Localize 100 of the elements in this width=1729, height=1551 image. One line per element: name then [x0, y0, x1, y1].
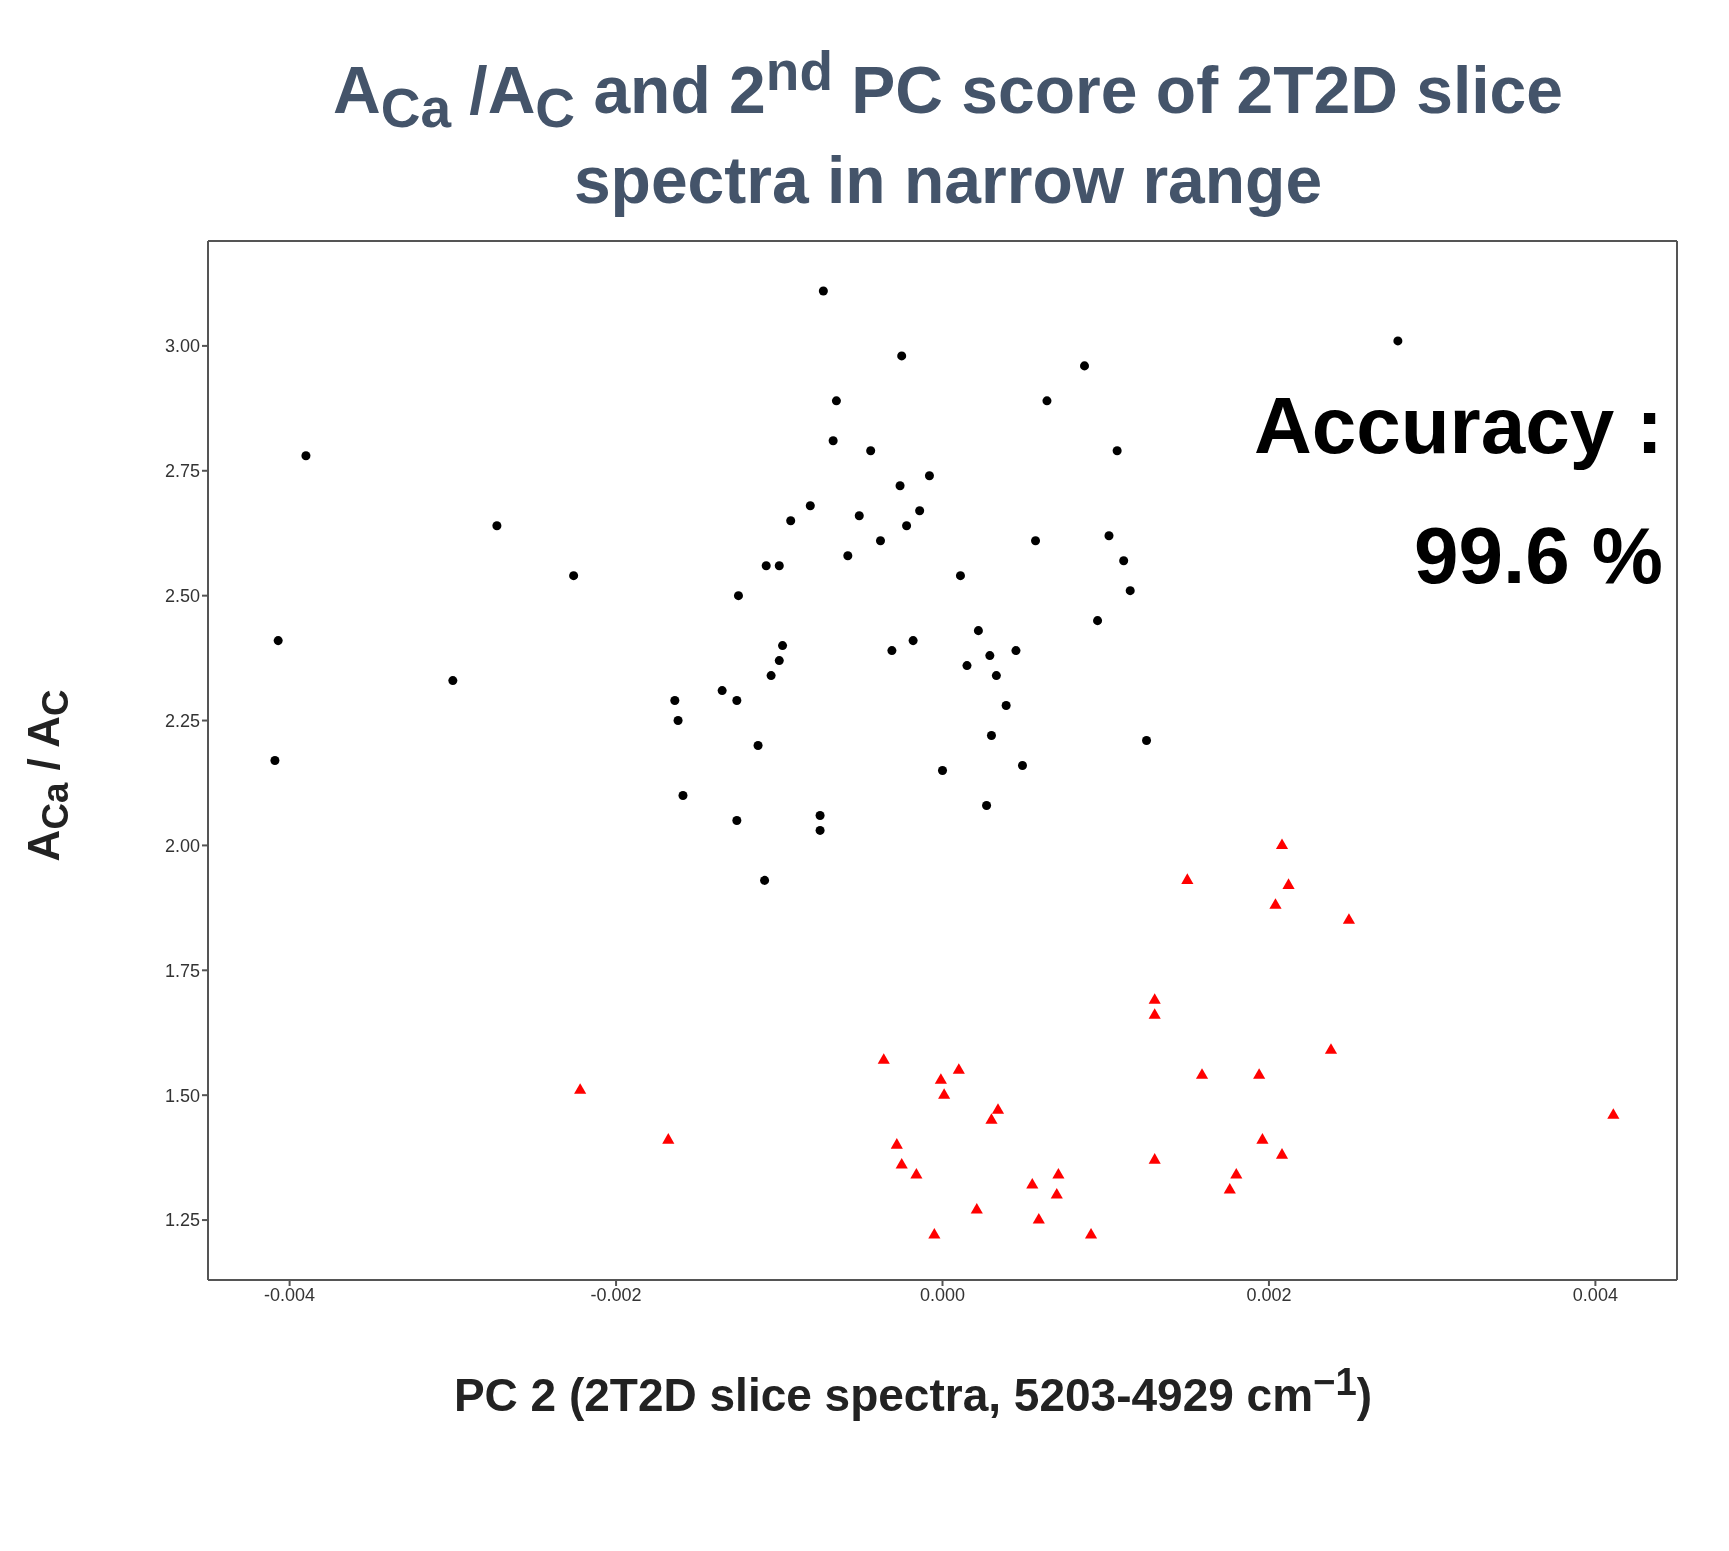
- point: [678, 791, 688, 801]
- point: [1148, 1153, 1161, 1164]
- point: [854, 511, 864, 521]
- point: [732, 816, 742, 826]
- x-tick-label: 0.000: [919, 1285, 966, 1306]
- point: [662, 1133, 675, 1145]
- y-tick-label: 1.50: [164, 1085, 200, 1106]
- point: [831, 396, 841, 406]
- y-tick-label: 2.25: [164, 711, 200, 732]
- point: [973, 626, 983, 636]
- point: [890, 1138, 903, 1150]
- point: [760, 876, 770, 886]
- point: [1148, 993, 1161, 1005]
- point: [1119, 556, 1129, 566]
- point: [1026, 1178, 1039, 1189]
- point: [1032, 1213, 1045, 1224]
- point: [1142, 736, 1152, 746]
- point: [1275, 1148, 1289, 1160]
- x-tick-label: 0.004: [1572, 1285, 1618, 1306]
- point: [985, 1113, 998, 1125]
- point: [774, 561, 784, 571]
- point: [1052, 1168, 1065, 1179]
- point: [1042, 396, 1052, 406]
- x-axis-title: PC 2 (2T2D slice spectra, 5203-4929 cm$^{−1}$): [452, 1360, 1374, 1423]
- point: [761, 561, 771, 571]
- point: [1275, 838, 1289, 850]
- point: [1011, 646, 1021, 656]
- point: [1230, 1168, 1243, 1179]
- y-tick-label: 1.75: [164, 961, 200, 982]
- point: [934, 1073, 947, 1085]
- point: [962, 661, 972, 671]
- point: [985, 651, 995, 661]
- point: [902, 521, 912, 531]
- point: [569, 571, 579, 581]
- point: [887, 646, 897, 656]
- point: [753, 741, 763, 751]
- point: [1017, 761, 1027, 771]
- point: [877, 1053, 890, 1065]
- point: [815, 811, 825, 821]
- point: [805, 501, 815, 511]
- point: [766, 671, 776, 681]
- point: [1223, 1183, 1236, 1194]
- point: [774, 656, 784, 666]
- point: [1607, 1108, 1620, 1120]
- point: [818, 286, 828, 296]
- point: [273, 636, 283, 646]
- point: [970, 1203, 983, 1214]
- point: [991, 1103, 1005, 1115]
- point: [732, 696, 742, 706]
- point: [670, 696, 680, 706]
- point: [982, 801, 992, 811]
- annotation: 99.6 %: [1413, 510, 1663, 603]
- point: [1253, 1068, 1266, 1080]
- point: [866, 446, 876, 456]
- point: [895, 1158, 908, 1169]
- point: [673, 716, 683, 726]
- x-tick-label: -0.002: [590, 1285, 642, 1306]
- point: [1050, 1188, 1063, 1199]
- point: [1112, 446, 1122, 456]
- point: [952, 1063, 965, 1075]
- point: [1282, 878, 1295, 890]
- point: [1031, 536, 1041, 546]
- point: [301, 451, 311, 461]
- point: [955, 571, 965, 581]
- point: [1393, 336, 1403, 346]
- point: [733, 591, 743, 601]
- point: [1148, 1008, 1161, 1020]
- point: [1001, 701, 1011, 711]
- y-tick-label: 3.00: [164, 336, 200, 357]
- y-tick-label: 1.25: [164, 1210, 200, 1231]
- y-tick-label: 2.75: [164, 461, 200, 482]
- point: [1079, 361, 1090, 371]
- point: [828, 436, 838, 446]
- point: [448, 676, 458, 686]
- point: [924, 471, 934, 481]
- point: [986, 731, 996, 741]
- point: [717, 686, 727, 696]
- chart-title: A$_{Ca}$ /A$_{C}$ and 2$^{nd}$ PC score of 2T2D slice spectra in narrow range: [332, 39, 1564, 220]
- point: [895, 481, 905, 491]
- point: [875, 536, 885, 546]
- point: [1093, 616, 1103, 626]
- annotation: Accuracy :: [1253, 380, 1663, 473]
- x-tick-label: -0.004: [264, 1285, 316, 1306]
- point: [1181, 873, 1194, 885]
- point: [1342, 913, 1355, 925]
- point: [1125, 586, 1135, 596]
- point: [937, 766, 948, 776]
- point: [815, 826, 825, 836]
- point: [991, 671, 1001, 681]
- y-tick-label: 2.00: [164, 836, 200, 857]
- point: [270, 756, 280, 766]
- point: [843, 551, 853, 561]
- point: [1104, 531, 1114, 541]
- point: [928, 1228, 941, 1239]
- x-tick-label: 0.002: [1246, 1285, 1292, 1306]
- point: [574, 1083, 587, 1095]
- point: [778, 641, 788, 651]
- point: [938, 1088, 951, 1100]
- point: [1324, 1043, 1338, 1055]
- point: [910, 1168, 923, 1179]
